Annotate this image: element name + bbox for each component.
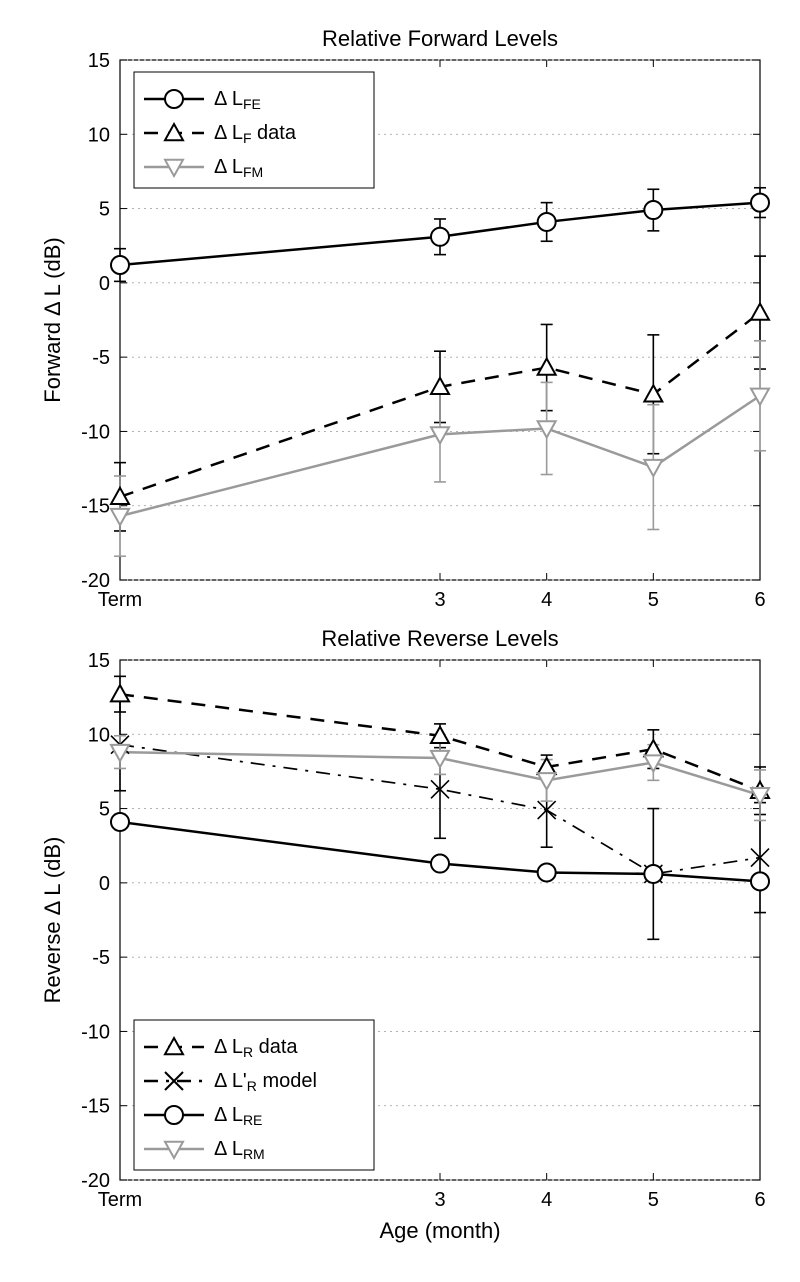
svg-text:6: 6 [754,1189,765,1211]
svg-text:15: 15 [88,50,110,72]
svg-text:0: 0 [99,873,110,895]
chart-svg: -20-15-10-5051015Term3456Relative Forwar… [20,20,780,1260]
svg-text:5: 5 [99,799,110,821]
figure-container: -20-15-10-5051015Term3456Relative Forwar… [20,20,780,1260]
svg-text:Δ L'R model: Δ L'R model [214,1070,317,1094]
svg-text:Forward Δ L (dB): Forward Δ L (dB) [40,237,65,402]
svg-text:3: 3 [434,589,445,611]
svg-text:4: 4 [541,589,552,611]
svg-text:-5: -5 [92,347,110,369]
svg-text:-5: -5 [92,947,110,969]
svg-text:Age (month): Age (month) [379,1218,500,1243]
svg-text:-15: -15 [81,1096,110,1118]
svg-text:-10: -10 [81,421,110,443]
svg-text:6: 6 [754,589,765,611]
svg-text:Δ LR data: Δ LR data [214,1036,298,1060]
svg-text:10: 10 [88,724,110,746]
svg-text:Relative Forward Levels: Relative Forward Levels [322,26,558,51]
svg-text:10: 10 [88,124,110,146]
svg-text:15: 15 [88,650,110,672]
svg-text:Relative Reverse Levels: Relative Reverse Levels [321,626,558,651]
svg-text:5: 5 [99,199,110,221]
svg-text:Term: Term [98,1189,142,1211]
svg-text:5: 5 [648,589,659,611]
svg-text:-15: -15 [81,496,110,518]
svg-text:0: 0 [99,273,110,295]
svg-text:Reverse Δ L (dB): Reverse Δ L (dB) [40,837,65,1004]
svg-text:-10: -10 [81,1021,110,1043]
svg-text:3: 3 [434,1189,445,1211]
svg-text:5: 5 [648,1189,659,1211]
svg-text:4: 4 [541,1189,552,1211]
svg-text:Δ LF data: Δ LF data [214,122,297,146]
svg-text:Term: Term [98,589,142,611]
